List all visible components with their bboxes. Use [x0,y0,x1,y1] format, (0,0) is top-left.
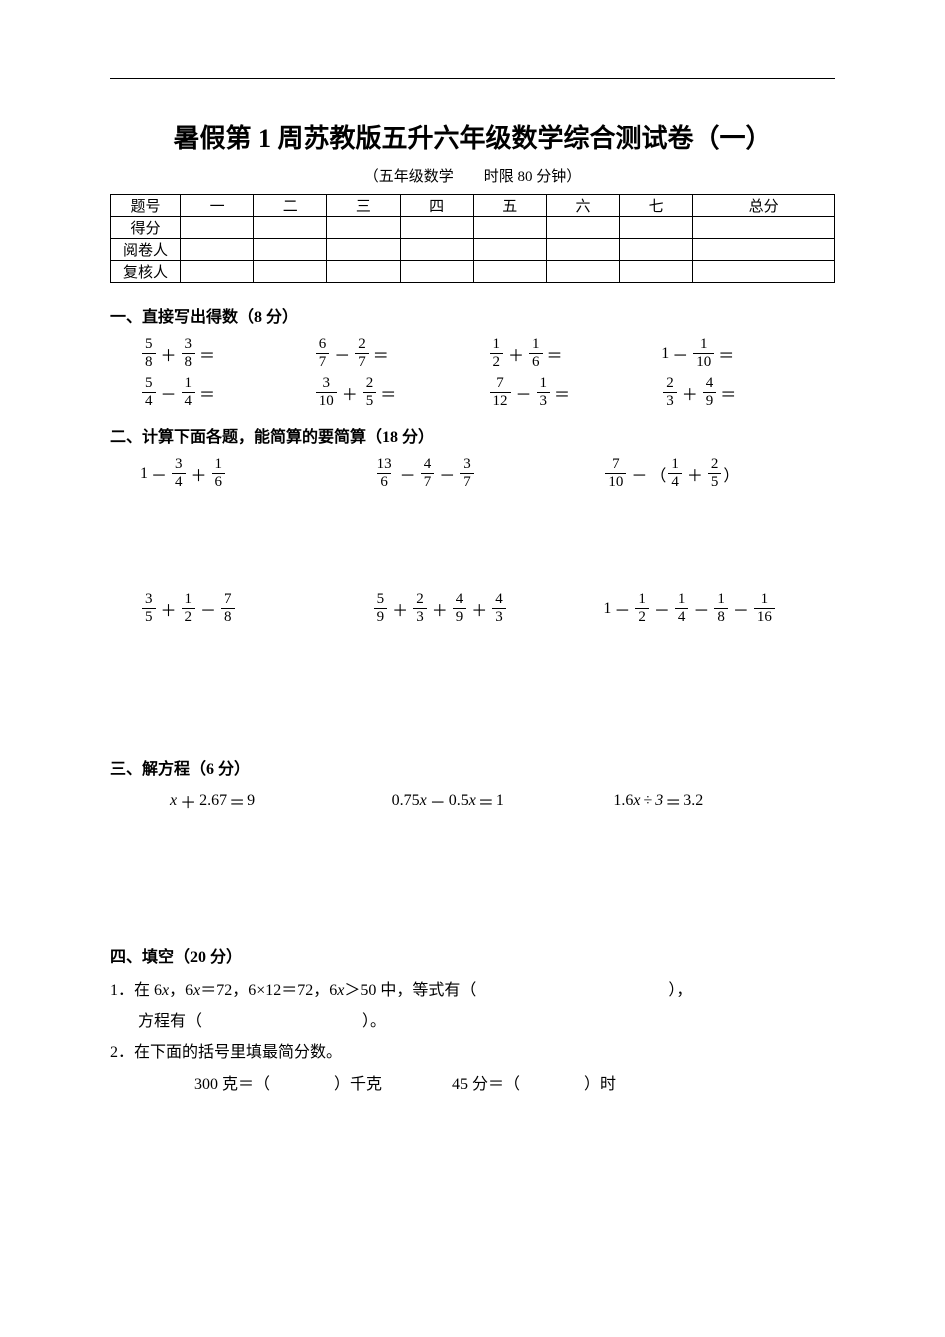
table-header-cell: 六 [546,195,619,217]
calc-item: 54－14＝ [140,376,314,409]
table-header-cell: 题号 [111,195,181,217]
calc-item: 1－110＝ [661,337,835,370]
table-header-cell: 四 [400,195,473,217]
table-row: 阅卷人 [111,239,835,261]
calc-item: 712－13＝ [488,376,662,409]
section-3-heading: 三、解方程（6 分） [110,755,835,779]
page-title: 暑假第 1 周苏教版五升六年级数学综合测试卷（一） [110,118,835,155]
q4-1-line2: 方程有（ ）。 [110,1008,835,1035]
equation-3: 1.6x÷3＝3.2 [613,789,835,813]
calc-item: 136－47－37 [372,457,604,490]
calc-item: 35＋12－78 [140,592,372,625]
calc-item: 12＋16＝ [488,337,662,370]
calc-item: 1－12－14－18－116 [603,592,835,625]
calc-item: 310＋25＝ [314,376,488,409]
section-2-heading: 二、计算下面各题，能简算的要简算（18 分） [110,423,835,447]
table-row-label: 得分 [111,217,181,239]
calc-item: 67－27＝ [314,337,488,370]
calc-item: 59＋23＋49＋43 [372,592,604,625]
table-header-cell: 七 [620,195,693,217]
table-header-cell: 一 [181,195,254,217]
q4-2-line2: 300 克＝（ ）千克 45 分＝（ ）时 [110,1071,835,1098]
section-4-heading: 四、填空（20 分） [110,943,835,967]
page-subtitle: （五年级数学 时限 80 分钟） [110,165,835,186]
q4-2-line1: 2．在下面的括号里填最简分数。 [110,1039,835,1066]
calc-item: 23＋49＝ [661,376,835,409]
table-row: 得分 [111,217,835,239]
table-header-cell: 五 [473,195,546,217]
section-1-heading: 一、直接写出得数（8 分） [110,303,835,327]
header-rule [110,78,835,79]
table-row-label: 阅卷人 [111,239,181,261]
table-header-cell: 总分 [693,195,835,217]
q4-1-line1: 1．在 6x，6x＝72，6×12＝72，6x＞50 中，等式有（ ）， [110,977,835,1004]
equation-2: 0.75x－0.5x＝1 [392,789,614,813]
table-row-label: 复核人 [111,261,181,283]
score-table: 题号 一 二 三 四 五 六 七 总分 得分 阅卷人 复核人 [110,194,835,283]
table-header-cell: 二 [254,195,327,217]
table-row: 复核人 [111,261,835,283]
table-header-cell: 三 [327,195,400,217]
calc-item: 1－34＋16 [140,457,372,490]
calc-item: 710－（14＋25） [603,457,835,490]
equation-1: x＋2.67＝9 [170,789,392,813]
calc-item: 58＋38＝ [140,337,314,370]
table-header-row: 题号 一 二 三 四 五 六 七 总分 [111,195,835,217]
